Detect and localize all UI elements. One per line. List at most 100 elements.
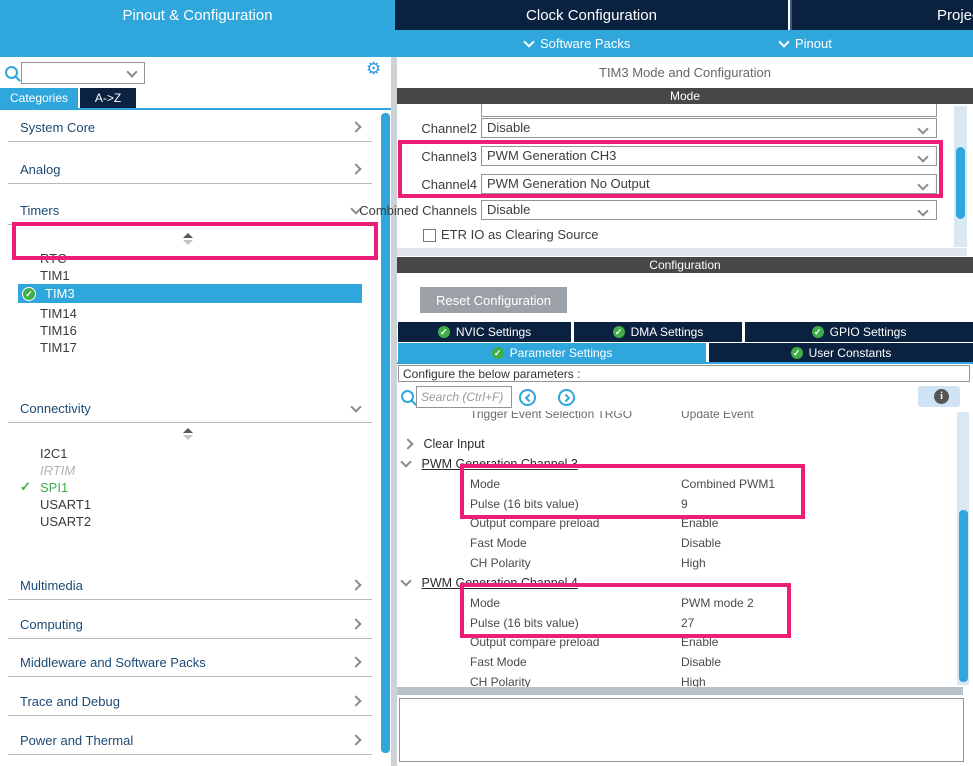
param-row[interactable]: Output compare preload [470, 516, 599, 533]
param-row[interactable]: Fast Mode [470, 536, 527, 553]
param-group-clear-input[interactable]: Clear Input [402, 437, 485, 454]
sidebar-section-system-core[interactable]: System Core [20, 120, 96, 135]
param-value[interactable]: High [681, 675, 706, 688]
chevron-down-icon[interactable] [126, 66, 138, 78]
channel4-select[interactable]: PWM Generation No Output [481, 174, 937, 194]
channel3-select[interactable]: PWM Generation CH3 [481, 146, 937, 166]
tab-gpio-settings[interactable]: ✓ GPIO Settings [745, 322, 973, 342]
sidebar-section-timers[interactable]: Timers [20, 203, 60, 218]
param-row[interactable]: Trigger Event Selection TRGO [470, 411, 632, 424]
sort-spinner-icon[interactable] [183, 428, 193, 440]
info-icon: i [934, 389, 949, 404]
parameter-list[interactable]: Trigger Event Selection TRGO Update Even… [397, 411, 957, 688]
gear-icon[interactable]: ⚙ [366, 59, 382, 78]
sidebar-search-combobox[interactable] [21, 62, 145, 84]
param-value[interactable]: PWM mode 2 [681, 596, 754, 613]
tab-parameter-settings[interactable]: ✓ Parameter Settings [398, 343, 706, 362]
channel1-select-partial[interactable] [481, 104, 937, 117]
chevron-right-icon[interactable] [350, 163, 362, 175]
param-row[interactable]: Mode [470, 477, 500, 494]
chevron-right-icon[interactable] [350, 695, 362, 707]
tab-project-manager[interactable]: Project [790, 0, 973, 30]
chevron-right-icon[interactable] [350, 656, 362, 668]
param-group-pwm-channel-4[interactable]: PWM Generation Channel 4 [400, 575, 578, 593]
param-value[interactable]: Enable [681, 635, 718, 652]
sidebar-item-i2c1[interactable]: I2C1 [40, 446, 68, 461]
sidebar-item-spi1[interactable]: SPI1 [40, 480, 69, 495]
chevron-right-icon[interactable] [350, 579, 362, 591]
main-panel-title: TIM3 Mode and Configuration [397, 57, 973, 88]
sidebar-section-multimedia[interactable]: Multimedia [20, 578, 83, 593]
param-group-pwm-channel-3[interactable]: PWM Generation Channel 3 [400, 456, 578, 474]
chevron-right-icon[interactable] [350, 618, 362, 630]
parameters-banner-label: Configure the below parameters : [403, 367, 581, 381]
sort-spinner-icon[interactable] [183, 233, 193, 245]
sidebar-search-input[interactable] [24, 64, 124, 82]
channel2-select[interactable]: Disable [481, 118, 937, 138]
sidebar-section-trace-debug[interactable]: Trace and Debug [20, 694, 120, 709]
sidebar-item-tim16[interactable]: TIM16 [40, 323, 77, 338]
sidebar-section-analog[interactable]: Analog [20, 162, 61, 177]
tab-pinout-configuration[interactable]: Pinout & Configuration [0, 0, 395, 30]
tab-user-constants[interactable]: ✓ User Constants [709, 343, 973, 362]
sidebar: ⚙ Categories A->Z System Core Analog Tim… [0, 57, 391, 766]
sidebar-item-tim17[interactable]: TIM17 [40, 340, 77, 355]
sidebar-item-tim3[interactable]: ✓ TIM3 [18, 284, 362, 303]
param-group-label: PWM Generation Channel 3 [421, 457, 578, 471]
parameter-scrollbar-thumb[interactable] [959, 510, 968, 682]
tab-clock-configuration[interactable]: Clock Configuration [395, 0, 788, 30]
sidebar-item-rtc[interactable]: RTC [40, 251, 67, 266]
chevron-right-icon[interactable] [350, 121, 362, 133]
info-button[interactable]: i [918, 386, 960, 407]
param-value[interactable]: Enable [681, 516, 718, 533]
sidebar-item-tim1[interactable]: TIM1 [40, 268, 70, 283]
chevron-right-icon[interactable] [350, 734, 362, 746]
etr-checkbox[interactable] [423, 229, 436, 242]
param-value[interactable]: Update Event [681, 411, 754, 424]
param-value[interactable]: Disable [681, 536, 721, 553]
param-value[interactable]: 27 [681, 616, 694, 633]
parameter-hscrollbar[interactable] [397, 687, 963, 695]
previous-match-button[interactable] [519, 389, 536, 406]
sidebar-item-usart1[interactable]: USART1 [40, 497, 92, 512]
sidebar-item-usart2[interactable]: USART2 [40, 514, 92, 529]
chevron-down-icon[interactable] [350, 401, 362, 413]
parameter-search-input[interactable] [416, 386, 512, 408]
param-row[interactable]: Mode [470, 596, 500, 613]
chevron-left-icon [524, 393, 533, 402]
tab-gpio-settings-label: GPIO Settings [829, 325, 907, 339]
tab-parameter-settings-label: Parameter Settings [509, 345, 613, 360]
panel-divider[interactable] [391, 57, 397, 766]
sidebar-section-middleware[interactable]: Middleware and Software Packs [20, 655, 206, 670]
reset-configuration-button[interactable]: Reset Configuration [420, 287, 567, 313]
chevron-down-icon [917, 205, 929, 217]
param-value[interactable]: High [681, 556, 706, 573]
combined-channels-select[interactable]: Disable [481, 200, 937, 220]
tab-nvic-settings[interactable]: ✓ NVIC Settings [398, 322, 571, 342]
sidebar-scrollbar[interactable] [381, 113, 390, 753]
param-row[interactable]: Pulse (16 bits value) [470, 616, 579, 633]
sidebar-section-connectivity[interactable]: Connectivity [20, 401, 91, 416]
sidebar-section-power-thermal[interactable]: Power and Thermal [20, 733, 134, 748]
reset-configuration-label: Reset Configuration [436, 292, 551, 308]
mode-scrollbar-thumb[interactable] [956, 147, 965, 219]
tab-dma-settings[interactable]: ✓ DMA Settings [574, 322, 742, 342]
param-row[interactable]: Fast Mode [470, 655, 527, 672]
param-row[interactable]: Pulse (16 bits value) [470, 497, 579, 514]
subnav-software-packs[interactable]: Software Packs [523, 36, 630, 51]
sidebar-item-tim14[interactable]: TIM14 [40, 306, 77, 321]
param-value[interactable]: Combined PWM1 [681, 477, 775, 494]
tab-a-to-z[interactable]: A->Z [80, 88, 136, 108]
param-value[interactable]: Disable [681, 655, 721, 672]
sidebar-section-computing[interactable]: Computing [20, 617, 83, 632]
param-value[interactable]: 9 [681, 497, 688, 514]
tab-categories[interactable]: Categories [0, 88, 78, 108]
check-circle-icon: ✓ [612, 326, 625, 338]
mode-hscrollbar-track[interactable] [397, 248, 967, 256]
next-match-button[interactable] [558, 389, 575, 406]
param-row[interactable]: CH Polarity [470, 556, 531, 573]
param-row[interactable]: Output compare preload [470, 635, 599, 652]
chevron-down-icon [778, 36, 790, 48]
param-row[interactable]: CH Polarity [470, 675, 531, 688]
subnav-pinout[interactable]: Pinout [778, 36, 832, 51]
